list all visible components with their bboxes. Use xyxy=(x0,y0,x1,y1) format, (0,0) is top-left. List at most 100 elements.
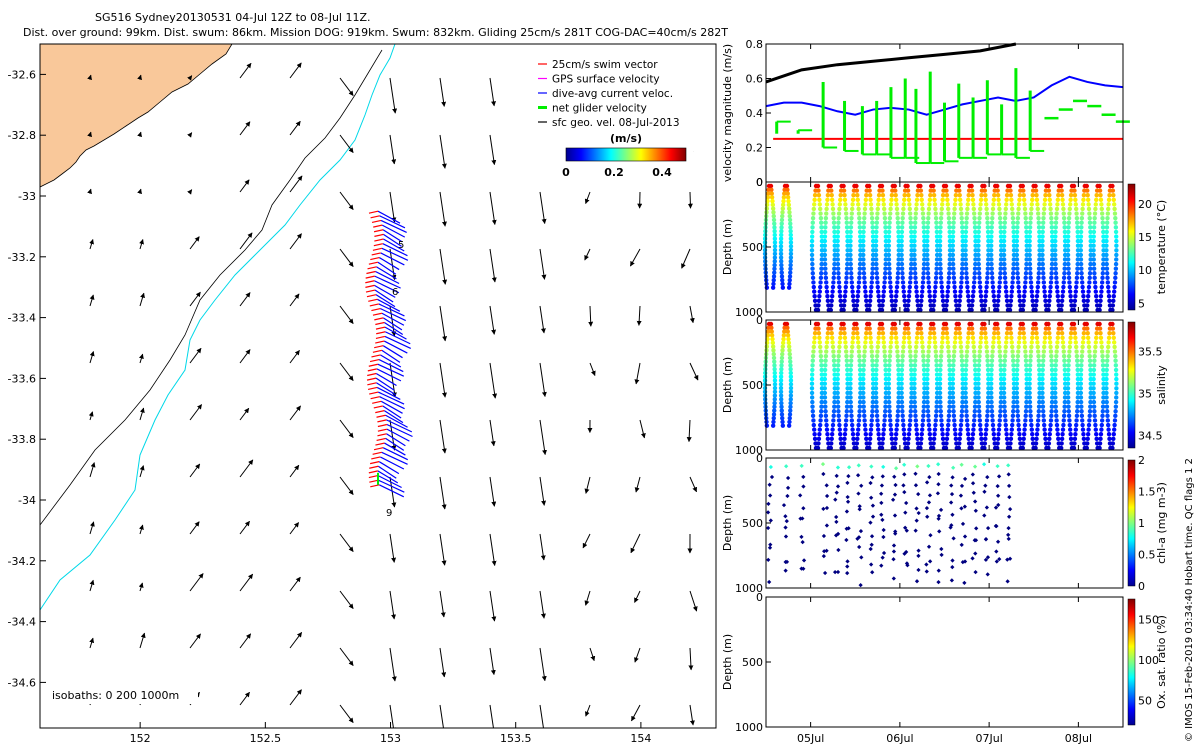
profile-point xyxy=(895,418,900,423)
profile-point xyxy=(1035,427,1040,432)
profile-point xyxy=(998,358,1003,363)
profile-point xyxy=(912,266,918,271)
profile-point xyxy=(880,436,886,442)
chl-point xyxy=(959,462,964,467)
profile-point xyxy=(1080,418,1085,423)
profile-point xyxy=(998,234,1004,239)
profile-point xyxy=(844,275,849,281)
profile-point xyxy=(867,188,872,193)
chl-point xyxy=(905,563,910,568)
profile-point xyxy=(934,261,940,267)
chl-point xyxy=(835,465,841,470)
profile-point xyxy=(763,400,768,406)
profile-point xyxy=(1113,367,1119,373)
profile-point xyxy=(817,202,822,207)
profile-point xyxy=(1022,422,1028,428)
profile-point xyxy=(874,271,879,276)
chl-point xyxy=(800,539,805,545)
profile-point xyxy=(1073,427,1079,432)
profile-point xyxy=(947,271,952,276)
profile-point xyxy=(863,432,869,437)
surface-vector xyxy=(189,404,203,421)
profile-point xyxy=(1098,192,1103,198)
profile-point xyxy=(1027,238,1032,244)
profile-point xyxy=(909,261,914,267)
profile-point xyxy=(944,192,950,198)
profile-point xyxy=(1066,271,1071,276)
profile-point xyxy=(1009,206,1015,212)
surface-vector xyxy=(439,419,447,454)
profile-point xyxy=(946,422,951,428)
profile-point xyxy=(1040,261,1045,267)
profile-point xyxy=(978,340,983,345)
profile-point xyxy=(1073,294,1078,299)
profile-point xyxy=(1001,243,1007,248)
profile-point xyxy=(819,395,825,400)
profile-point xyxy=(1036,363,1042,368)
profile-point xyxy=(934,372,940,377)
profile-point xyxy=(848,381,853,386)
profile-point xyxy=(1113,261,1119,267)
profile-point xyxy=(956,445,962,451)
profile-point xyxy=(938,404,943,409)
profile-point xyxy=(1017,436,1023,442)
surface-vector xyxy=(489,419,496,447)
profile-point xyxy=(861,363,866,368)
profile-point xyxy=(1053,395,1058,400)
profile-point xyxy=(940,298,946,304)
profile-point xyxy=(1014,243,1020,248)
profile-point xyxy=(978,432,984,437)
profile-point xyxy=(780,206,786,211)
profile-point xyxy=(1091,404,1097,409)
profile-point xyxy=(867,441,872,446)
profile-point xyxy=(976,409,982,414)
profile-point xyxy=(772,382,778,387)
profile-point xyxy=(1092,220,1097,225)
profile-point xyxy=(788,404,793,410)
profile-point xyxy=(972,404,978,409)
colorbar-tick-label: 35 xyxy=(1138,387,1152,400)
profile-point xyxy=(778,255,784,260)
profile-point xyxy=(953,197,958,202)
chl-point xyxy=(893,466,899,471)
profile-point xyxy=(947,220,952,225)
profile-point xyxy=(991,289,996,294)
profile-point xyxy=(836,418,842,423)
land-mass xyxy=(40,44,233,188)
profile-point xyxy=(964,211,970,216)
profile-point xyxy=(977,215,982,221)
chl-point xyxy=(948,525,953,530)
profile-point xyxy=(1004,335,1009,340)
chl-point xyxy=(880,474,885,479)
profile-point xyxy=(907,211,913,216)
profile-point xyxy=(951,358,956,363)
profile-point xyxy=(998,261,1004,267)
profile-point xyxy=(1027,243,1032,248)
profile-point xyxy=(985,220,990,225)
profile-point xyxy=(778,374,784,379)
profile-point xyxy=(925,271,931,276)
profile-point xyxy=(906,436,911,442)
profile-point xyxy=(1114,234,1119,239)
profile-point xyxy=(925,243,930,248)
profile-point xyxy=(1097,188,1103,193)
profile-point xyxy=(835,381,840,386)
profile-point xyxy=(816,330,822,336)
profile-point xyxy=(812,340,817,345)
profile-point xyxy=(867,321,872,327)
dac-vector xyxy=(386,423,413,438)
profile-point xyxy=(1008,436,1014,442)
profile-point xyxy=(905,188,911,193)
profile-point xyxy=(925,363,930,368)
profile-point xyxy=(1053,225,1058,230)
profile-point xyxy=(849,349,855,354)
profile-point xyxy=(976,367,981,373)
profile-point xyxy=(772,244,778,249)
profile-point xyxy=(875,349,880,354)
profile-point xyxy=(1091,363,1097,368)
profile-point xyxy=(1106,202,1111,207)
chl-point xyxy=(785,485,791,490)
profile-point xyxy=(943,445,949,451)
profile-point xyxy=(913,418,919,423)
profile-point xyxy=(997,422,1002,428)
